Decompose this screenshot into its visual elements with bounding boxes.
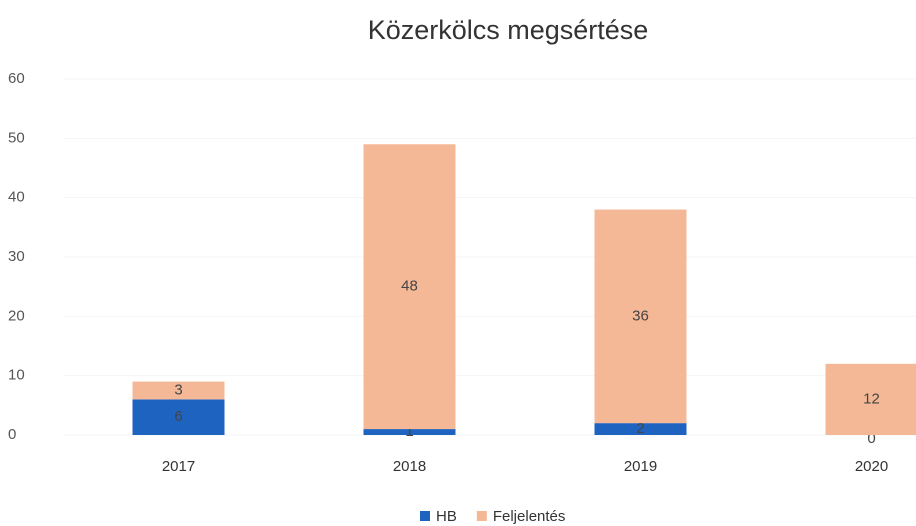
data-label: 0 bbox=[867, 430, 875, 447]
legend-label: Feljelentés bbox=[493, 508, 566, 525]
y-tick-label: 20 bbox=[8, 307, 25, 324]
x-tick-label: 2017 bbox=[162, 458, 195, 475]
bar-segment bbox=[132, 399, 225, 435]
y-tick-label: 60 bbox=[8, 70, 25, 87]
y-tick-label: 50 bbox=[8, 129, 25, 146]
x-tick-label: 2020 bbox=[855, 458, 888, 475]
legend-label: HB bbox=[436, 508, 457, 525]
y-tick-label: 30 bbox=[8, 248, 25, 265]
y-tick-label: 40 bbox=[8, 189, 25, 206]
data-label: 3 bbox=[174, 381, 182, 398]
chart-title: Közerkölcs megsértése bbox=[368, 15, 649, 45]
bar-segment bbox=[363, 144, 456, 430]
data-label: 2 bbox=[636, 420, 644, 437]
data-label: 48 bbox=[401, 278, 418, 295]
legend-swatch bbox=[420, 511, 430, 521]
data-label: 1 bbox=[405, 423, 413, 440]
y-tick-label: 10 bbox=[8, 367, 25, 384]
bar-segment bbox=[825, 363, 916, 435]
bar-segment bbox=[132, 381, 225, 400]
legend-swatch bbox=[476, 511, 487, 521]
data-label: 6 bbox=[174, 408, 182, 425]
data-label: 12 bbox=[863, 390, 880, 407]
x-tick-label: 2019 bbox=[624, 458, 657, 475]
data-label: 36 bbox=[632, 307, 649, 324]
x-tick-label: 2018 bbox=[393, 458, 426, 475]
bar-segment bbox=[363, 429, 456, 435]
bar-segment bbox=[594, 423, 687, 435]
bar-segment bbox=[594, 209, 687, 424]
y-tick-label: 0 bbox=[8, 426, 16, 443]
